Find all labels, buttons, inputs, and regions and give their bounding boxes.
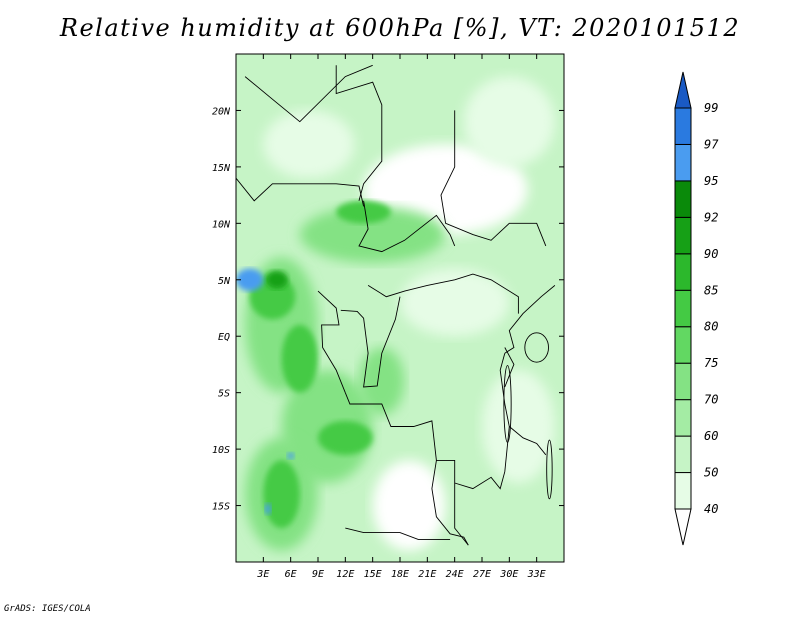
country-border-line — [358, 200, 456, 253]
colorbar-label: 85 — [704, 283, 718, 297]
humidity-patch — [263, 110, 355, 179]
colorbar-label: 95 — [704, 174, 718, 188]
lake-outline — [503, 365, 512, 443]
humidity-patch — [263, 460, 300, 529]
colorbar-label: 60 — [704, 429, 718, 443]
country-border-line — [440, 110, 547, 247]
humidity-patch — [264, 503, 272, 515]
country-border-line — [504, 347, 515, 388]
lat-tick-label: 5S — [218, 389, 230, 400]
country-border-line — [335, 65, 383, 201]
colorbar-lower-extension — [674, 508, 692, 546]
country-border-line — [504, 285, 556, 354]
lon-tick-label: 6E — [285, 569, 297, 580]
country-border-line — [236, 177, 365, 207]
colorbar-segment — [674, 362, 692, 401]
colorbar: 40 50 60 70 75 80 85 90 92 95 97 99 — [674, 71, 719, 546]
humidity-patch — [281, 324, 318, 393]
lat-tick-label: 5N — [218, 276, 231, 287]
lat-tick-label: 10S — [212, 445, 230, 456]
lake-outline — [524, 332, 549, 363]
country-border-line — [317, 290, 346, 393]
country-border-line — [244, 64, 373, 123]
colorbar-segment — [674, 180, 692, 218]
humidity-patch — [287, 452, 295, 460]
lon-tick-label: 12E — [336, 569, 354, 580]
country-border-line — [454, 483, 469, 546]
colorbar-label: 97 — [704, 137, 719, 151]
lon-tick-label: 15E — [364, 569, 382, 580]
humidity-patch — [359, 347, 405, 416]
colorbar-segment — [674, 472, 692, 510]
humidity-patch — [400, 268, 510, 337]
lon-tick-label: 21E — [418, 569, 436, 580]
lon-tick-label: 18E — [391, 569, 409, 580]
humidity-patch — [463, 76, 555, 167]
humidity-field — [236, 54, 564, 562]
lon-tick-label: 30E — [499, 569, 518, 580]
lat-tick-label: 10N — [212, 219, 231, 230]
colorbar-label: 50 — [704, 466, 718, 480]
country-border-line — [344, 392, 456, 483]
colorbar-segment — [674, 107, 692, 145]
colorbar-segment — [674, 326, 692, 364]
country-borders — [236, 64, 556, 546]
footer-credit: GrADS: IGES/COLA — [4, 604, 91, 614]
humidity-patch — [482, 370, 555, 483]
colorbar-segment — [674, 435, 692, 474]
country-border-line — [345, 527, 451, 540]
lon-tick-label: 27E — [473, 569, 491, 580]
colorbar-label: 92 — [704, 210, 718, 224]
lake-outline — [546, 439, 553, 500]
lat-tick-label: EQ — [218, 332, 230, 343]
lon-tick-label: 3E — [256, 569, 269, 580]
colorbar-label: 90 — [704, 247, 718, 261]
humidity-patch — [318, 420, 373, 455]
lat-tick-label: 20N — [212, 106, 231, 117]
colorbar-segment — [674, 216, 692, 255]
colorbar-label: 70 — [704, 393, 718, 407]
colorbar-upper-extension — [674, 71, 692, 109]
colorbar-label: 75 — [704, 356, 718, 370]
country-border-line — [340, 296, 401, 388]
colorbar-segment — [674, 253, 692, 291]
country-border-line — [431, 460, 469, 546]
humidity-patch — [336, 200, 391, 224]
colorbar-label: 80 — [704, 320, 718, 334]
humidity-patch — [372, 460, 446, 551]
colorbar-label: 40 — [704, 502, 718, 516]
lon-tick-label: 9E — [312, 569, 324, 580]
humidity-patch — [266, 270, 288, 289]
colorbar-segment — [674, 289, 692, 328]
colorbar-label: 99 — [704, 101, 718, 115]
country-border-line — [367, 273, 519, 314]
lat-tick-label: 15N — [212, 163, 231, 174]
humidity-patch — [299, 206, 446, 263]
country-border-line — [509, 426, 547, 456]
colorbar-segment — [674, 143, 692, 182]
colorbar-segment — [674, 399, 692, 437]
chart-title: Relative humidity at 600hPa [%], VT: 202… — [59, 14, 741, 42]
lat-tick-label: 15S — [212, 502, 230, 513]
lon-tick-label: 33E — [527, 569, 546, 580]
humidity-patch — [236, 268, 264, 292]
country-border-line — [454, 353, 510, 490]
lon-tick-label: 24E — [446, 569, 464, 580]
map-axes: 20N 15N 10N 5N EQ 5S 10S 15S 3E 6E 9E 12E 15E 18E 21E 2… — [212, 54, 564, 580]
